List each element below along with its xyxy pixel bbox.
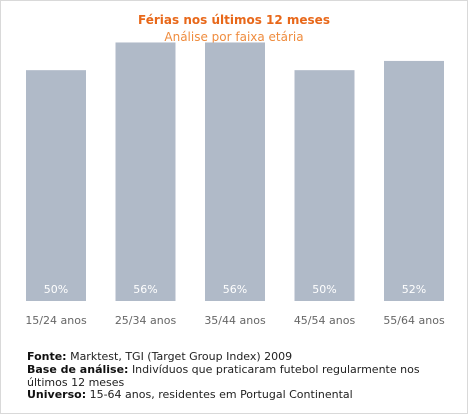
category-label: 15/24 anos <box>25 314 87 327</box>
base-line: Base de análise: Indivíduos que praticar… <box>27 362 447 390</box>
bar-value-label: 52% <box>402 283 426 296</box>
bar-chart: 50% 15/24 anos 56% 25/34 anos 56% 35/44 anos 5… <box>25 42 445 327</box>
category-label: 55/64 anos <box>383 314 445 327</box>
base-label: Base de análise: <box>27 362 129 376</box>
base-text: Indivíduos que praticaram futebol regula… <box>27 362 420 389</box>
bar-value-label: 50% <box>312 283 336 296</box>
universe-text: 15-64 anos, residentes em Portugal Conti… <box>89 388 353 402</box>
bar-15-24-anos <box>26 70 86 302</box>
bar-value-label: 56% <box>133 283 157 296</box>
category-label: 45/54 anos <box>294 314 356 327</box>
source-text: Marktest, TGI (Target Group Index) 2009 <box>70 350 293 363</box>
category-label: 25/34 anos <box>115 314 177 327</box>
bar-value-label: 56% <box>223 283 247 296</box>
chart-footer: Fonte: Marktest, TGI (Target Group Index… <box>27 350 447 402</box>
chart-subtitle: Análise por faixa etária <box>164 30 304 44</box>
source-line: Fonte: Marktest, TGI (Target Group Index… <box>27 350 447 364</box>
bar-25-34-anos <box>115 42 176 301</box>
bar-value-label: 50% <box>44 283 68 296</box>
source-label: Fonte: <box>27 350 67 363</box>
universe-label: Universo: <box>27 388 87 402</box>
category-label: 35/44 anos <box>204 314 266 327</box>
bar-45-54-anos <box>294 70 355 302</box>
universe-line: Universo: 15-64 anos, residentes em Port… <box>27 388 447 402</box>
chart-title: Férias nos últimos 12 meses <box>138 13 330 27</box>
bar-55-64-anos <box>384 60 444 301</box>
bar-35-44-anos <box>205 42 265 301</box>
